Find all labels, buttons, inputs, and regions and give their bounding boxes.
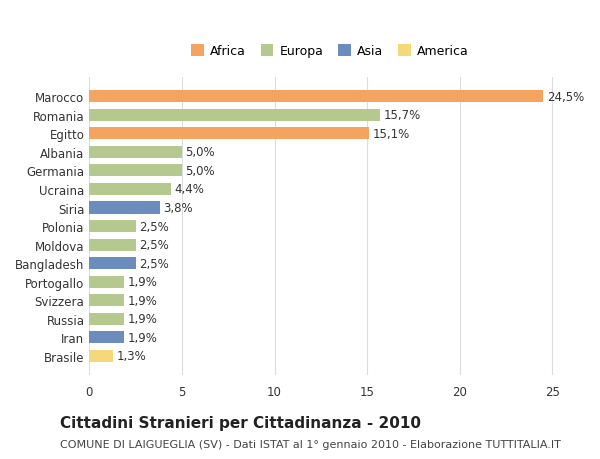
Text: 2,5%: 2,5% <box>139 239 169 252</box>
Bar <box>89 220 136 233</box>
Text: Cittadini Stranieri per Cittadinanza - 2010: Cittadini Stranieri per Cittadinanza - 2… <box>60 415 421 430</box>
Text: 1,9%: 1,9% <box>128 275 158 288</box>
Text: 1,9%: 1,9% <box>128 313 158 325</box>
Bar <box>89 295 124 307</box>
Text: 15,7%: 15,7% <box>384 109 421 122</box>
Bar <box>89 276 124 288</box>
Bar <box>89 128 369 140</box>
Text: 15,1%: 15,1% <box>373 128 410 140</box>
Bar <box>89 257 136 269</box>
Text: 5,0%: 5,0% <box>185 165 215 178</box>
Text: 4,4%: 4,4% <box>175 183 205 196</box>
Bar <box>89 350 113 362</box>
Text: 1,3%: 1,3% <box>117 349 147 363</box>
Text: 5,0%: 5,0% <box>185 146 215 159</box>
Text: 2,5%: 2,5% <box>139 220 169 233</box>
Text: COMUNE DI LAIGUEGLIA (SV) - Dati ISTAT al 1° gennaio 2010 - Elaborazione TUTTITA: COMUNE DI LAIGUEGLIA (SV) - Dati ISTAT a… <box>60 440 561 449</box>
Text: 3,8%: 3,8% <box>163 202 193 214</box>
Text: 24,5%: 24,5% <box>547 91 584 104</box>
Bar <box>89 313 124 325</box>
Bar <box>89 146 182 159</box>
Bar <box>89 110 380 122</box>
Bar <box>89 91 543 103</box>
Text: 2,5%: 2,5% <box>139 257 169 270</box>
Bar <box>89 184 171 196</box>
Text: 1,9%: 1,9% <box>128 331 158 344</box>
Bar <box>89 202 160 214</box>
Legend: Africa, Europa, Asia, America: Africa, Europa, Asia, America <box>191 45 469 58</box>
Bar <box>89 331 124 343</box>
Bar <box>89 165 182 177</box>
Bar <box>89 239 136 251</box>
Text: 1,9%: 1,9% <box>128 294 158 307</box>
